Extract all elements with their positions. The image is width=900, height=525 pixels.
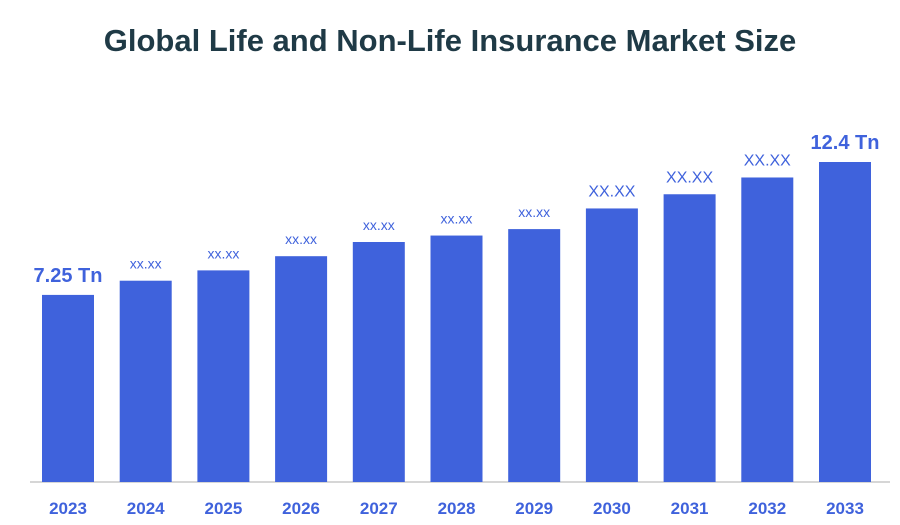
data-label-2030: XX.XX <box>588 183 635 200</box>
data-label-2027: xx.xx <box>363 217 395 233</box>
x-tick-label-2027: 2027 <box>360 499 398 518</box>
bar-2025 <box>197 270 250 482</box>
bar-2024 <box>119 280 172 482</box>
bar-2033 <box>819 162 871 482</box>
x-tick-label-2024: 2024 <box>127 499 165 518</box>
bar-2027 <box>352 242 405 482</box>
data-label-2023: 7.25 Tn <box>34 265 103 287</box>
x-tick-label-2033: 2033 <box>826 499 864 518</box>
bar-2032 <box>741 177 794 482</box>
x-tick-label-2028: 2028 <box>438 499 476 518</box>
bar-2030 <box>585 208 638 483</box>
x-tick-label-2029: 2029 <box>515 499 553 518</box>
data-label-2032: XX.XX <box>744 152 791 169</box>
data-label-2026: xx.xx <box>285 231 317 247</box>
bar-2026 <box>275 256 328 482</box>
x-tick-label-2032: 2032 <box>748 499 786 518</box>
bar-2028 <box>430 235 483 482</box>
x-tick-label-2023: 2023 <box>49 499 87 518</box>
data-label-2031: XX.XX <box>666 169 713 186</box>
data-label-2024: xx.xx <box>130 256 162 272</box>
bar-2023 <box>42 294 94 482</box>
x-tick-label-2031: 2031 <box>671 499 709 518</box>
chart-title: Global Life and Non-Life Insurance Marke… <box>103 23 797 58</box>
data-label-2029: xx.xx <box>518 204 550 220</box>
data-label-2025: xx.xx <box>207 245 239 261</box>
data-label-2033: 12.4 Tn <box>811 132 880 154</box>
bar-2029 <box>508 229 561 482</box>
x-tick-label-2030: 2030 <box>593 499 631 518</box>
x-tick-label-2025: 2025 <box>204 499 242 518</box>
x-tick-label-2026: 2026 <box>282 499 320 518</box>
data-label-2028: xx.xx <box>441 211 473 227</box>
bar-2031 <box>663 194 716 483</box>
